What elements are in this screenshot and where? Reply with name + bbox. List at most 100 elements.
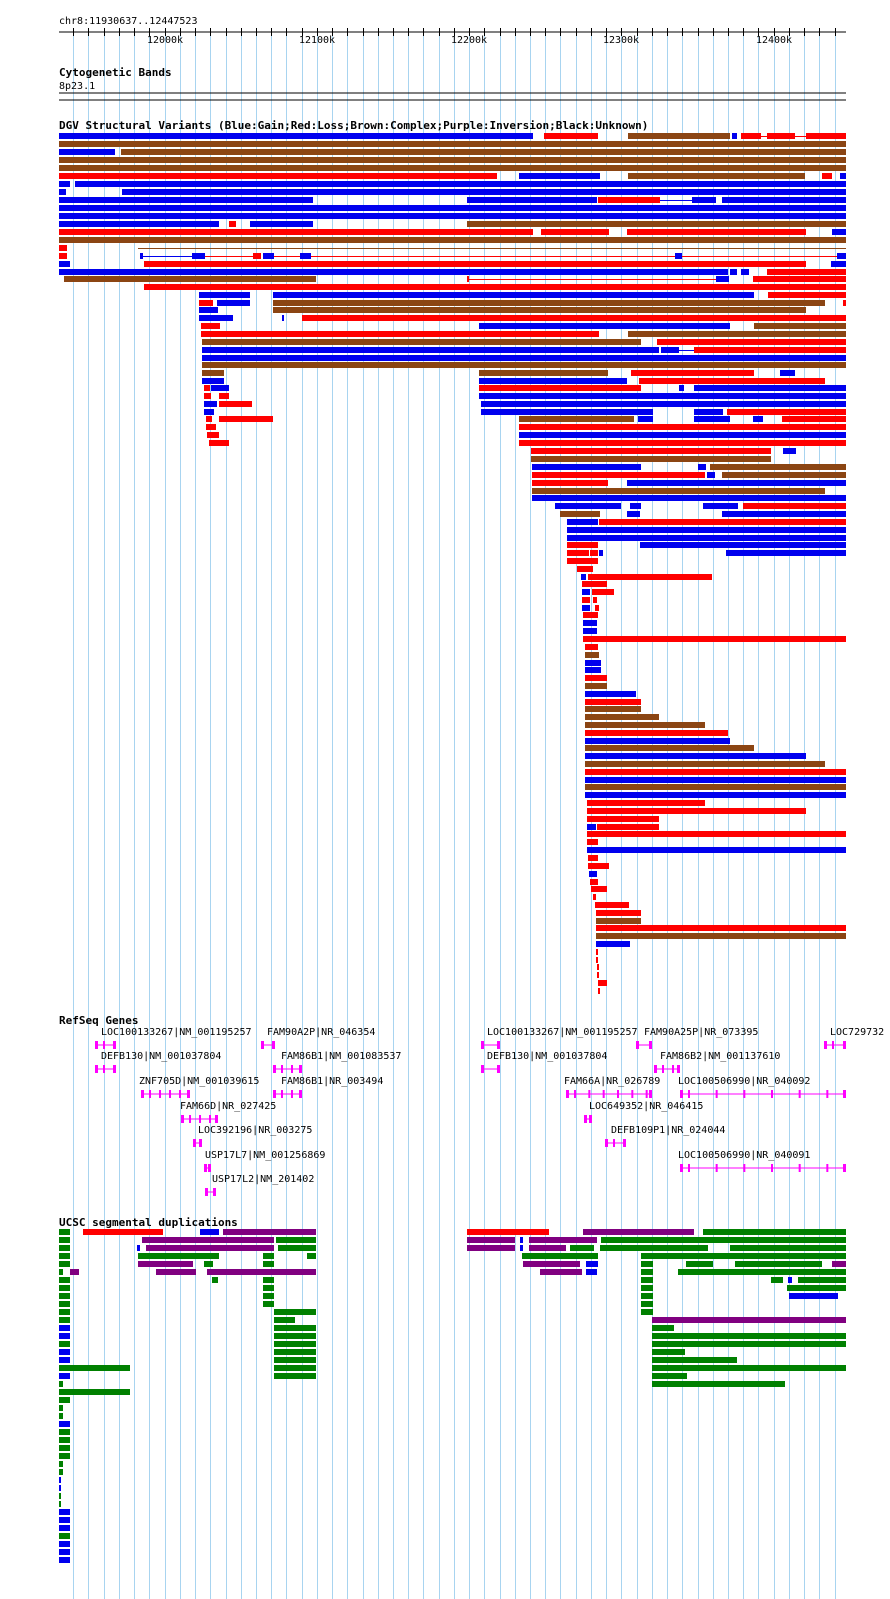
segdup-bar [274, 1373, 316, 1379]
cytoband-track[interactable]: Cytogenetic Bands 8p23.1 [59, 66, 846, 101]
variant-bar [531, 456, 771, 462]
segdup-bar [832, 1261, 846, 1267]
variant-bar [741, 133, 761, 139]
gene-label: LOC100133267|NM_001195257 [487, 1027, 638, 1038]
variant-bar [59, 197, 313, 203]
segdup-bar [59, 1333, 70, 1339]
segdup-bar [652, 1333, 846, 1339]
segdup-bar [798, 1277, 846, 1283]
segdup-bar [274, 1309, 316, 1315]
segdup-bar [641, 1285, 653, 1291]
segdup-bar [274, 1333, 316, 1339]
segdup-bar [263, 1253, 274, 1259]
variant-bar [596, 933, 846, 939]
segdup-bar [735, 1261, 822, 1267]
variant-bar [229, 221, 236, 227]
variant-bar [598, 197, 660, 203]
gene-exon [688, 1090, 690, 1098]
segdup-track[interactable]: UCSC segmental duplications [59, 1216, 846, 1563]
variant-bar [202, 370, 224, 376]
variant-bar [531, 448, 771, 454]
segdup-bar [59, 1517, 70, 1523]
gene-exon [589, 1115, 592, 1123]
gene-exon [824, 1041, 827, 1049]
gene-label: LOC392196|NR_003275 [198, 1125, 312, 1136]
ruler-tick-label: 12300k [603, 35, 639, 46]
segdup-bar [59, 1325, 70, 1331]
gene-exon [688, 1164, 690, 1172]
variant-bar [639, 378, 825, 384]
segdup-bar [156, 1269, 196, 1275]
gene-exon [205, 1188, 208, 1196]
segdup-bar [263, 1293, 274, 1299]
gene-exon [497, 1065, 500, 1073]
variant-bar [837, 253, 846, 259]
gene-exon [193, 1139, 196, 1147]
gene-exon [169, 1090, 171, 1098]
segdup-bar [59, 1309, 70, 1315]
variant-bar [202, 339, 641, 345]
segdup-bar [789, 1293, 838, 1299]
segdup-bar [652, 1317, 846, 1323]
variant-bar [253, 253, 261, 259]
variant-bar [479, 370, 608, 376]
variant-bar [840, 173, 846, 179]
segdup-bars[interactable] [59, 1229, 846, 1563]
segdup-bar [59, 1461, 63, 1467]
variant-bar [585, 714, 659, 720]
gene-exon [299, 1065, 302, 1073]
segdup-bar [652, 1373, 687, 1379]
variant-bar [541, 229, 609, 235]
gene-exon [213, 1188, 216, 1196]
variant-bar [593, 894, 596, 900]
refseq-genes[interactable]: LOC100133267|NM_001195257 DEFB130|NM_0010… [95, 1027, 884, 1196]
segdup-bar [59, 1301, 70, 1307]
variant-bar [703, 503, 738, 509]
variant-bar [199, 300, 213, 306]
gene-exon [273, 1065, 276, 1073]
gene-exon [481, 1041, 484, 1049]
segdup-bar [274, 1317, 295, 1323]
variant-bar [767, 133, 795, 139]
variant-bar [300, 253, 311, 259]
variant-bar [585, 753, 806, 759]
variant-bar [585, 784, 846, 790]
variant-bar [59, 133, 533, 139]
segdup-bar [59, 1357, 70, 1363]
variant-bar [832, 229, 846, 235]
gene-exon [95, 1065, 98, 1073]
variant-bar [694, 416, 730, 422]
gene-exon [826, 1164, 829, 1172]
dgv-variant-bars[interactable] [59, 133, 846, 994]
variant-bar [121, 149, 846, 155]
gene-label: DEFB109P1|NR_024044 [611, 1125, 725, 1136]
variant-bar [753, 416, 763, 422]
variant-bar [822, 173, 832, 179]
segdup-bar [200, 1229, 219, 1235]
segdup-bar [59, 1437, 70, 1443]
variant-bar [590, 550, 598, 556]
gene-exon [208, 1164, 211, 1172]
variant-bar [519, 440, 846, 446]
gene-exon [649, 1090, 652, 1098]
variant-bar [199, 307, 218, 313]
variant-bar [217, 300, 250, 306]
gene-exon [743, 1164, 746, 1172]
segdup-bar [59, 1525, 70, 1531]
ruler[interactable]: 12000k 12100k 12200k 12300k 12400k [59, 28, 846, 46]
gene-exon [103, 1041, 105, 1049]
gene-label: LOC100506990|NR_040091 [678, 1150, 810, 1161]
segdup-bar [59, 1229, 70, 1235]
gene-exon [623, 1139, 626, 1147]
variant-bar [694, 385, 846, 391]
refseq-track[interactable]: RefSeq Genes LOC100133267|NM_001195257 DE… [59, 1014, 884, 1196]
variant-bar [595, 902, 629, 908]
variant-bar [598, 988, 600, 994]
variant-bar [209, 440, 229, 446]
variant-bar [783, 448, 796, 454]
variant-bar [722, 511, 846, 517]
dgv-track[interactable]: DGV Structural Variants (Blue:Gain;Red:L… [59, 119, 846, 994]
variant-bar [588, 574, 712, 580]
variant-bar [716, 276, 729, 282]
